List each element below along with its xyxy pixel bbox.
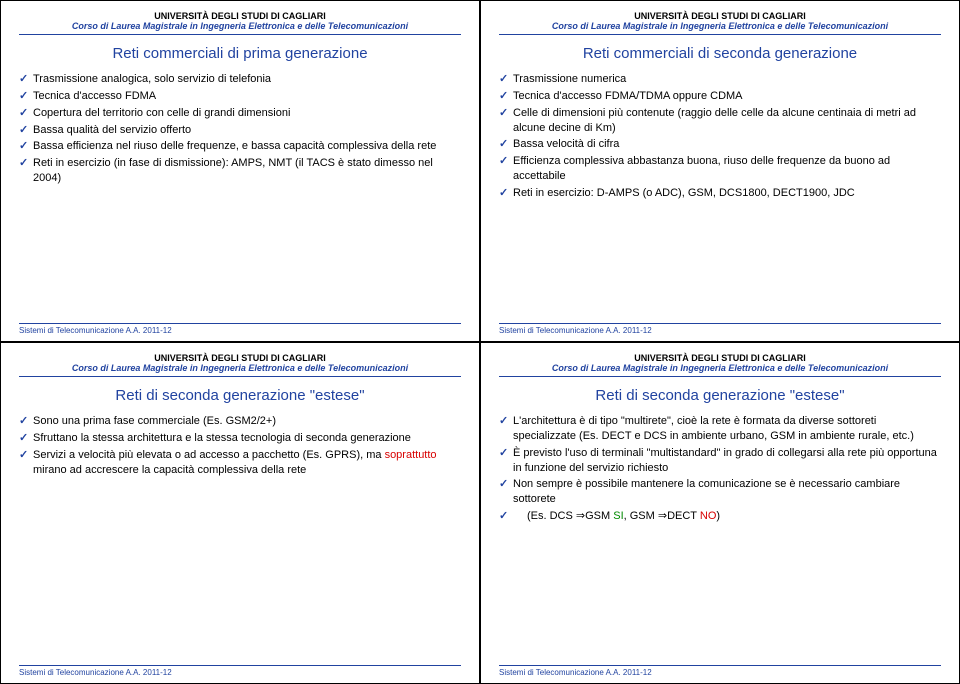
text: , GSM ⇒DECT <box>624 510 700 522</box>
bullet: È previsto l'uso di terminali "multistan… <box>499 446 941 476</box>
bullet: Bassa velocità di cifra <box>499 137 941 152</box>
university-label: UNIVERSITÀ DEGLI STUDI DI CAGLIARI <box>19 353 461 363</box>
slide-footer: Sistemi di Telecomunicazione A.A. 2011-1… <box>19 665 461 677</box>
course-label: Corso di Laurea Magistrale in Ingegneria… <box>499 363 941 377</box>
slide-content: L'architettura è di tipo "multirete", ci… <box>499 414 941 661</box>
bullet: Celle di dimensioni più contenute (raggi… <box>499 106 941 136</box>
slide-grid: UNIVERSITÀ DEGLI STUDI DI CAGLIARI Corso… <box>0 0 960 684</box>
bullet: Trasmissione numerica <box>499 72 941 87</box>
text: mirano ad accrescere la capacità comples… <box>33 464 306 476</box>
university-label: UNIVERSITÀ DEGLI STUDI DI CAGLIARI <box>19 11 461 21</box>
bullet: Bassa qualità del servizio offerto <box>19 123 461 138</box>
slide-footer: Sistemi di Telecomunicazione A.A. 2011-1… <box>19 323 461 335</box>
text: Servizi a velocità più elevata o ad acce… <box>33 449 385 461</box>
bullet: Tecnica d'accesso FDMA/TDMA oppure CDMA <box>499 89 941 104</box>
bullet: Servizi a velocità più elevata o ad acce… <box>19 448 461 478</box>
highlight-text: soprattutto <box>385 449 437 461</box>
slide-content: Trasmissione numerica Tecnica d'accesso … <box>499 72 941 319</box>
slide-footer: Sistemi di Telecomunicazione A.A. 2011-1… <box>499 323 941 335</box>
slide-title: Reti commerciali di prima generazione <box>19 45 461 62</box>
bullet: Copertura del territorio con celle di gr… <box>19 106 461 121</box>
bullet: Efficienza complessiva abbastanza buona,… <box>499 154 941 184</box>
slide-4: UNIVERSITÀ DEGLI STUDI DI CAGLIARI Corso… <box>480 342 960 684</box>
slide-2: UNIVERSITÀ DEGLI STUDI DI CAGLIARI Corso… <box>480 0 960 342</box>
slide-1: UNIVERSITÀ DEGLI STUDI DI CAGLIARI Corso… <box>0 0 480 342</box>
slide-title: Reti di seconda generazione "estese" <box>19 387 461 404</box>
sub-bullet: (Es. DCS ⇒GSM SI, GSM ⇒DECT NO) <box>499 509 941 524</box>
slide-3: UNIVERSITÀ DEGLI STUDI DI CAGLIARI Corso… <box>0 342 480 684</box>
course-label: Corso di Laurea Magistrale in Ingegneria… <box>499 21 941 35</box>
bullet: Trasmissione analogica, solo servizio di… <box>19 72 461 87</box>
yes-text: SI <box>613 510 623 522</box>
course-label: Corso di Laurea Magistrale in Ingegneria… <box>19 363 461 377</box>
bullet: Sfruttano la stessa architettura e la st… <box>19 431 461 446</box>
bullet: Sono una prima fase commerciale (Es. GSM… <box>19 414 461 429</box>
no-text: NO <box>700 510 717 522</box>
slide-footer: Sistemi di Telecomunicazione A.A. 2011-1… <box>499 665 941 677</box>
bullet: Reti in esercizio: D-AMPS (o ADC), GSM, … <box>499 186 941 201</box>
bullet: Reti in esercizio (in fase di dismission… <box>19 156 461 186</box>
slide-title: Reti commerciali di seconda generazione <box>499 45 941 62</box>
text: ) <box>716 510 720 522</box>
bullet: Tecnica d'accesso FDMA <box>19 89 461 104</box>
university-label: UNIVERSITÀ DEGLI STUDI DI CAGLIARI <box>499 11 941 21</box>
slide-content: Sono una prima fase commerciale (Es. GSM… <box>19 414 461 661</box>
course-label: Corso di Laurea Magistrale in Ingegneria… <box>19 21 461 35</box>
bullet: Non sempre è possibile mantenere la comu… <box>499 477 941 507</box>
slide-content: Trasmissione analogica, solo servizio di… <box>19 72 461 319</box>
university-label: UNIVERSITÀ DEGLI STUDI DI CAGLIARI <box>499 353 941 363</box>
bullet: Bassa efficienza nel riuso delle frequen… <box>19 139 461 154</box>
slide-title: Reti di seconda generazione "estese" <box>499 387 941 404</box>
bullet: L'architettura è di tipo "multirete", ci… <box>499 414 941 444</box>
text: (Es. DCS ⇒GSM <box>527 510 613 522</box>
